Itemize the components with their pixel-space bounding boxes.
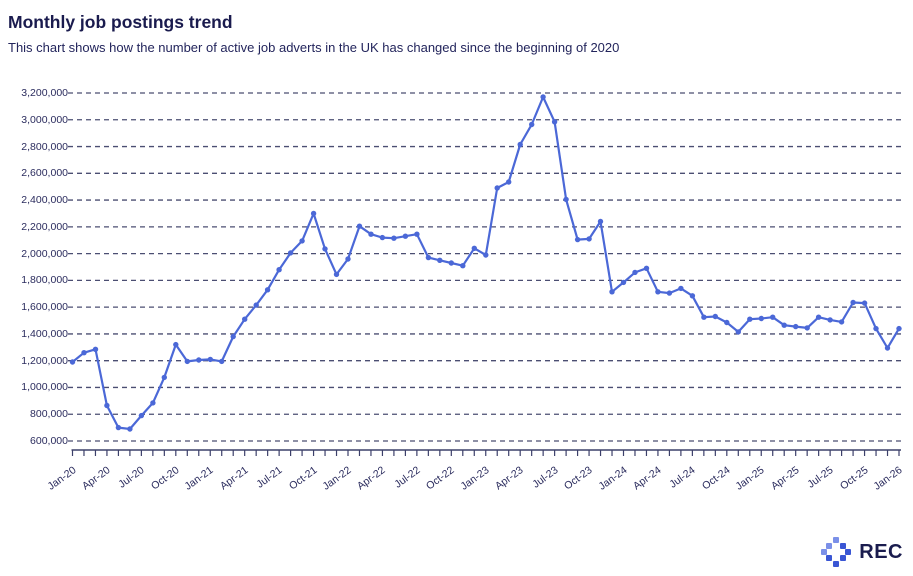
data-point[interactable]	[196, 357, 202, 363]
rec-logo-text: REC	[859, 541, 903, 563]
data-point[interactable]	[81, 350, 87, 356]
rec-logo: REC	[821, 537, 903, 568]
data-point[interactable]	[735, 329, 741, 335]
data-point[interactable]	[494, 185, 500, 191]
data-point[interactable]	[655, 289, 661, 295]
page-subtitle: This chart shows how the number of activ…	[8, 40, 620, 55]
data-point[interactable]	[632, 269, 638, 276]
data-point[interactable]	[161, 374, 167, 381]
data-point[interactable]	[483, 252, 489, 258]
data-point[interactable]	[368, 231, 374, 237]
data-point[interactable]	[724, 319, 730, 326]
data-point[interactable]	[425, 254, 432, 261]
y-axis-tick-label: 2,600,000	[21, 167, 68, 180]
data-point[interactable]	[253, 302, 259, 308]
data-point[interactable]	[460, 263, 466, 269]
data-point[interactable]	[597, 218, 604, 225]
data-point[interactable]	[770, 314, 776, 320]
data-point[interactable]	[230, 333, 236, 340]
data-point[interactable]	[322, 246, 328, 252]
data-point[interactable]	[276, 267, 282, 273]
data-point[interactable]	[666, 290, 673, 296]
data-point[interactable]	[115, 424, 122, 431]
data-point[interactable]	[471, 245, 477, 251]
data-point[interactable]	[310, 210, 317, 217]
data-point[interactable]	[838, 319, 845, 325]
data-point[interactable]	[104, 402, 110, 409]
data-point[interactable]	[551, 119, 558, 125]
data-point[interactable]	[884, 345, 891, 351]
y-axis-tick-label: 1,200,000	[21, 354, 68, 367]
data-point[interactable]	[127, 426, 133, 432]
y-axis-tick-label: 2,200,000	[21, 220, 68, 233]
data-point[interactable]	[815, 314, 822, 320]
data-point[interactable]	[529, 121, 535, 128]
data-point[interactable]	[402, 233, 409, 239]
y-axis-tick-label: 2,800,000	[21, 140, 68, 153]
data-point[interactable]	[793, 323, 799, 330]
data-point[interactable]	[861, 300, 868, 306]
data-point[interactable]	[391, 235, 397, 241]
data-point[interactable]	[689, 293, 696, 299]
data-point[interactable]	[896, 325, 902, 332]
data-point[interactable]	[219, 358, 225, 365]
data-point[interactable]	[827, 317, 833, 323]
data-point[interactable]	[506, 179, 512, 185]
data-point[interactable]	[643, 265, 650, 271]
data-point[interactable]	[574, 236, 581, 243]
y-axis-tick-label: 1,400,000	[21, 327, 68, 340]
data-point[interactable]	[242, 316, 248, 322]
data-point[interactable]	[69, 359, 76, 365]
data-point[interactable]	[563, 196, 569, 203]
data-point[interactable]	[437, 257, 443, 263]
data-point[interactable]	[414, 231, 420, 237]
page-title: Monthly job postings trend	[8, 12, 233, 32]
data-point[interactable]	[781, 322, 787, 328]
data-point[interactable]	[333, 271, 340, 278]
y-axis-tick-label: 800,000	[30, 408, 68, 421]
data-point[interactable]	[712, 313, 718, 320]
data-point[interactable]	[184, 358, 190, 365]
data-point[interactable]	[356, 223, 363, 229]
data-point[interactable]	[701, 314, 707, 320]
data-point[interactable]	[540, 94, 546, 100]
data-point[interactable]	[173, 341, 179, 348]
data-point[interactable]	[264, 287, 271, 293]
data-point[interactable]	[92, 346, 99, 352]
rec-logo-icon	[821, 537, 852, 568]
y-axis-tick-label: 1,800,000	[21, 274, 68, 287]
data-point[interactable]	[150, 400, 156, 406]
data-point[interactable]	[287, 250, 294, 256]
data-point[interactable]	[850, 299, 856, 306]
data-point[interactable]	[448, 260, 454, 266]
data-point[interactable]	[747, 316, 753, 322]
y-axis-tick-label: 2,400,000	[21, 194, 68, 207]
data-point[interactable]	[345, 256, 351, 262]
data-point[interactable]	[620, 279, 627, 286]
y-axis-tick-label: 1,000,000	[21, 381, 68, 394]
data-point[interactable]	[207, 356, 213, 363]
y-axis-tick-label: 3,200,000	[21, 87, 68, 99]
y-axis-tick-label: 1,600,000	[21, 301, 68, 314]
data-point[interactable]	[804, 325, 810, 331]
y-axis-tick-label: 2,000,000	[21, 247, 68, 260]
data-point[interactable]	[517, 141, 523, 148]
y-axis-tick-label: 600,000	[30, 435, 68, 447]
data-point[interactable]	[379, 234, 386, 241]
data-point[interactable]	[678, 285, 684, 292]
data-point[interactable]	[609, 289, 615, 295]
data-point[interactable]	[873, 325, 879, 332]
data-point[interactable]	[758, 315, 764, 322]
data-point[interactable]	[299, 238, 305, 244]
data-point[interactable]	[138, 412, 145, 419]
y-axis-tick-label: 3,000,000	[21, 113, 68, 126]
data-point[interactable]	[586, 236, 592, 242]
